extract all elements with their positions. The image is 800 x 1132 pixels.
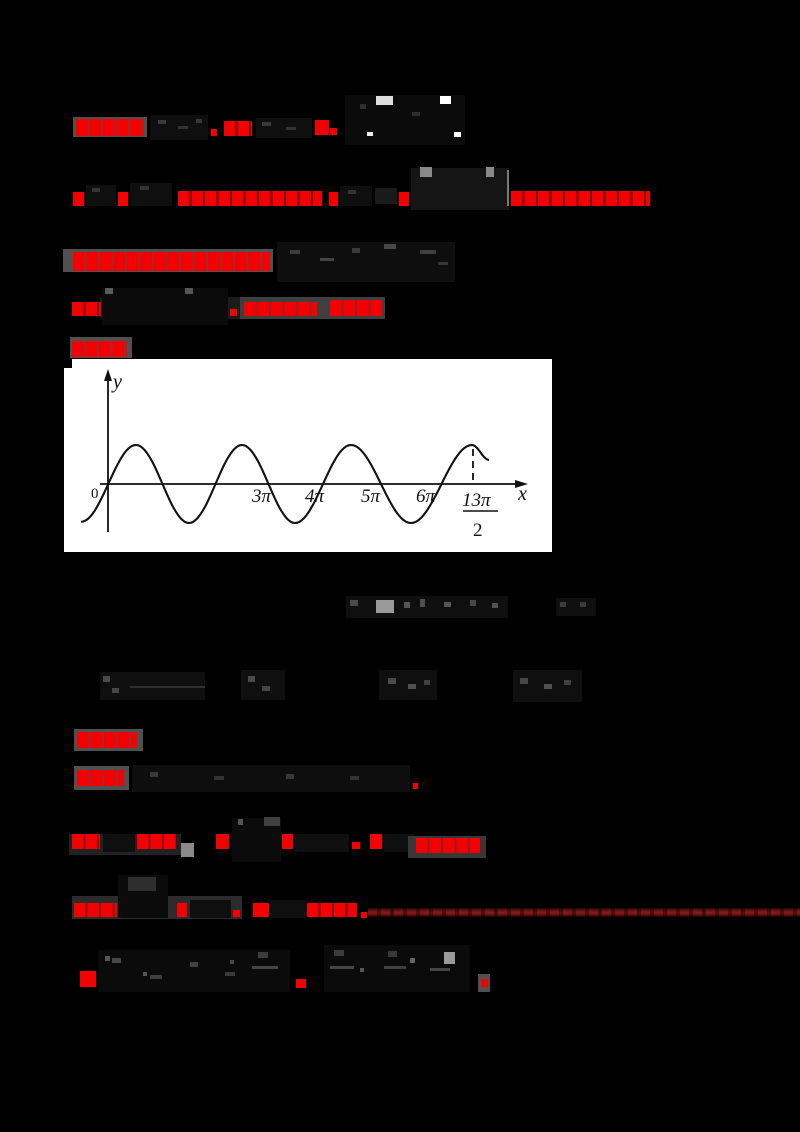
svg-text:0: 0 [91,486,99,502]
svg-text:5π: 5π [361,486,381,507]
svg-text:6π: 6π [416,486,436,507]
svg-text:3π: 3π [251,486,272,507]
svg-text:2: 2 [473,520,483,541]
svg-text:x: x [517,483,527,505]
svg-text:y: y [111,371,122,393]
svg-text:13π: 13π [462,490,491,511]
svg-text:4π: 4π [305,486,325,507]
